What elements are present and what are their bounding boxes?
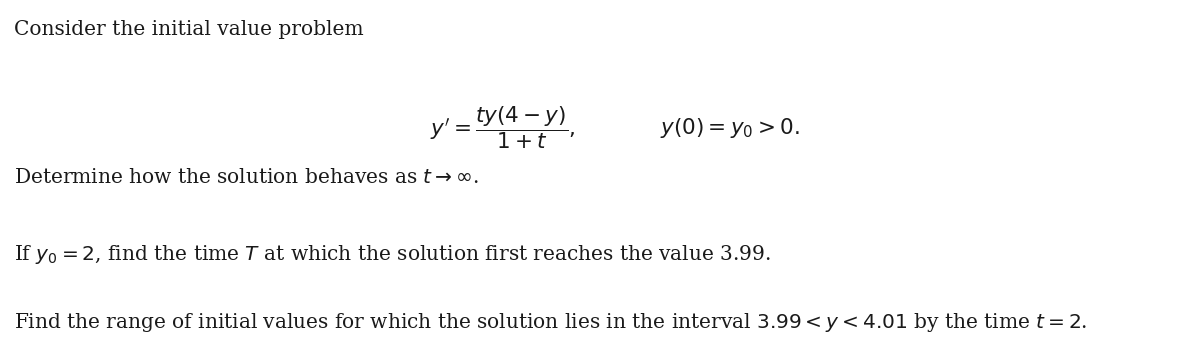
Text: $y' = \dfrac{ty(4-y)}{1+t},$: $y' = \dfrac{ty(4-y)}{1+t},$ bbox=[430, 105, 576, 151]
Text: $y(0) = y_0 > 0.$: $y(0) = y_0 > 0.$ bbox=[660, 116, 799, 140]
Text: Consider the initial value problem: Consider the initial value problem bbox=[14, 20, 364, 39]
Text: Find the range of initial values for which the solution lies in the interval $3.: Find the range of initial values for whi… bbox=[14, 311, 1087, 334]
Text: Determine how the solution behaves as $t \rightarrow \infty$.: Determine how the solution behaves as $t… bbox=[14, 168, 479, 187]
Text: If $y_0 = 2$, find the time $T$ at which the solution first reaches the value 3.: If $y_0 = 2$, find the time $T$ at which… bbox=[14, 243, 770, 266]
